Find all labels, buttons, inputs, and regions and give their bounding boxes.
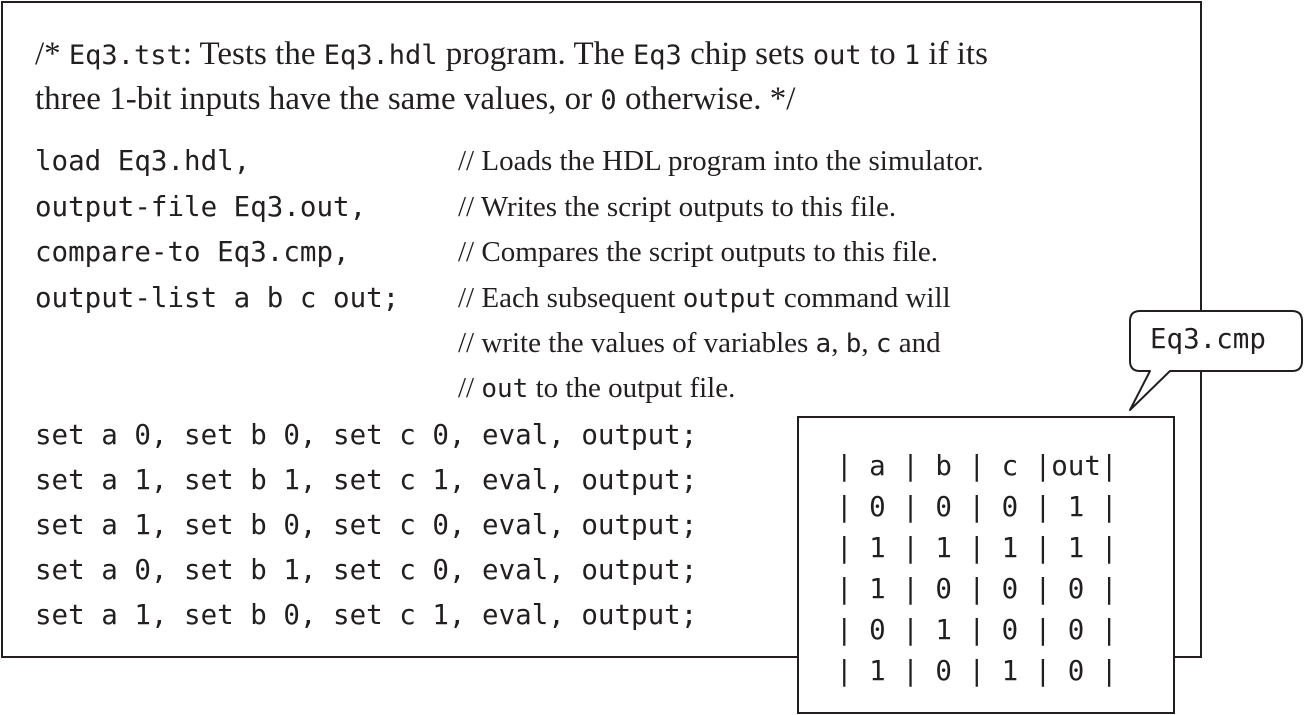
header-comment-line-2: three 1-bit inputs have the same values,…	[35, 79, 795, 121]
cmp-header-row: | a | b | c |out|	[836, 450, 1118, 482]
comment-text: ,	[861, 327, 876, 359]
script-comment: // Loads the HDL program into the simula…	[458, 145, 984, 177]
script-comment-continued: // out to the output file.	[458, 371, 735, 406]
comment-text: to the output file.	[528, 372, 736, 404]
script-comment: // Each subsequent output command will	[458, 281, 951, 316]
header-code: Eq3.hdl	[323, 40, 438, 71]
test-step-line: set a 0, set b 0, set c 0, eval, output;	[35, 419, 698, 451]
cmp-row: | 1 | 0 | 0 | 0 |	[836, 573, 1118, 605]
header-code: 0	[600, 85, 617, 116]
header-text: if its	[920, 36, 988, 72]
header-code: 1	[903, 40, 921, 71]
script-comment: // Compares the script outputs to this f…	[458, 236, 939, 268]
header-text: three 1-bit inputs have the same values,…	[35, 81, 601, 117]
header-text: to	[861, 36, 904, 72]
test-step-line: set a 0, set b 1, set c 0, eval, output;	[35, 554, 698, 586]
test-step-line: set a 1, set b 0, set c 0, eval, output;	[35, 509, 698, 541]
header-text: program. The	[437, 36, 634, 72]
header-comment-line-1: /* Eq3.tst: Tests the Eq3.hdl program. T…	[35, 34, 988, 76]
script-code-line: output-file Eq3.out,	[35, 191, 367, 223]
cmp-row: | 1 | 0 | 1 | 0 |	[836, 655, 1118, 687]
script-comment-continued: // write the values of variables a, b, c…	[458, 326, 941, 361]
header-text: otherwise. */	[616, 81, 796, 117]
header-code: Eq3.tst	[68, 40, 183, 71]
callout-bubble-icon	[1129, 310, 1303, 411]
test-step-line: set a 1, set b 1, set c 1, eval, output;	[35, 464, 698, 496]
comment-text: // write the values of variables	[458, 327, 816, 359]
comment-text: and	[891, 327, 941, 359]
script-comment: // Writes the script outputs to this fil…	[458, 191, 897, 223]
compare-file-box: | a | b | c |out| | 0 | 0 | 0 | 1 | | 1 …	[797, 416, 1175, 714]
comment-code: out	[481, 374, 529, 404]
header-text: : Tests the	[182, 36, 324, 72]
cmp-row: | 0 | 1 | 0 | 0 |	[836, 614, 1118, 646]
header-code: out	[812, 40, 862, 71]
cmp-row: | 0 | 0 | 0 | 1 |	[836, 491, 1118, 523]
comment-text: // Each subsequent	[458, 282, 683, 314]
script-code-line: output-list a b c out;	[35, 282, 400, 314]
comment-code: b	[845, 329, 862, 359]
header-text: chip sets	[681, 36, 813, 72]
comment-code: output	[682, 284, 777, 314]
comment-text: ,	[831, 327, 846, 359]
script-code-line: compare-to Eq3.cmp,	[35, 236, 350, 268]
header-text: /*	[35, 36, 69, 72]
cmp-row: | 1 | 1 | 1 | 1 |	[836, 532, 1118, 564]
comment-text: //	[458, 372, 482, 404]
test-step-line: set a 1, set b 0, set c 1, eval, output;	[35, 599, 698, 631]
header-code: Eq3	[633, 40, 682, 71]
script-code-line: load Eq3.hdl,	[35, 145, 251, 177]
comment-code: c	[875, 329, 892, 359]
callout-label: Eq3.cmp	[1150, 323, 1266, 355]
comment-code: a	[815, 329, 832, 359]
comment-text: command will	[776, 282, 951, 314]
